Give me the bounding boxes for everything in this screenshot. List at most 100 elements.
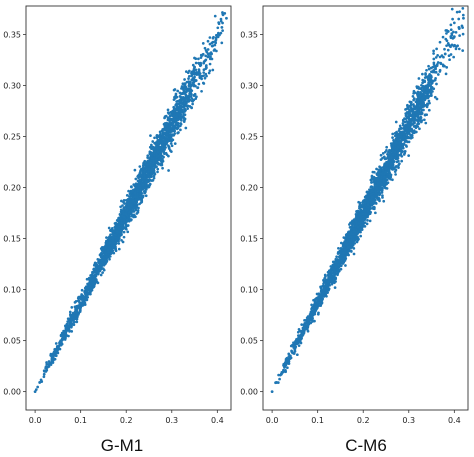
scatter-point	[113, 233, 117, 237]
scatter-point	[164, 146, 167, 149]
scatter-point	[152, 176, 156, 180]
scatter-point	[368, 212, 371, 216]
scatter-point	[145, 180, 149, 183]
scatter-point	[47, 360, 51, 363]
scatter-point	[156, 170, 159, 174]
y-tick-label: 0.00	[3, 388, 21, 397]
scatter-point	[364, 198, 368, 202]
scatter-point	[204, 54, 208, 58]
scatter-point	[425, 68, 428, 72]
scatter-point	[182, 120, 186, 123]
scatter-point	[201, 81, 205, 85]
scatter-point	[190, 106, 193, 109]
scatter-point	[178, 117, 181, 121]
scatter-point	[125, 218, 129, 222]
scatter-point	[42, 372, 46, 376]
scatter-point	[81, 298, 84, 301]
scatter-point	[67, 334, 70, 338]
scatter-point	[117, 234, 120, 238]
scatter-point	[143, 171, 146, 174]
scatter-point	[33, 390, 37, 394]
scatter-point	[101, 249, 105, 253]
scatter-point	[339, 267, 343, 271]
scatter-point	[101, 271, 104, 274]
scatter-point	[411, 94, 415, 98]
scatter-point	[131, 199, 135, 203]
scatter-point	[138, 165, 142, 168]
scatter-point	[299, 341, 303, 345]
y-tick-label: 0.00	[240, 388, 258, 397]
scatter-point	[184, 97, 187, 101]
scatter-point	[100, 259, 104, 262]
scatter-point	[183, 117, 187, 121]
scatter-point	[144, 194, 148, 198]
scatter-point	[56, 347, 60, 351]
scatter-point	[70, 316, 74, 319]
scatter-point	[423, 79, 426, 83]
scatter-point	[70, 318, 73, 322]
scatter-point	[149, 134, 152, 137]
scatter-point	[180, 108, 184, 112]
scatter-point	[109, 246, 112, 250]
scatter-point	[162, 131, 166, 134]
scatter-point	[375, 173, 379, 177]
scatter-point	[150, 147, 153, 151]
scatter-point	[426, 102, 429, 106]
scatter-point	[211, 68, 215, 72]
scatter-point	[123, 202, 126, 205]
scatter-point	[167, 169, 170, 172]
scatter-point	[163, 115, 167, 118]
scatter-point	[97, 265, 101, 269]
scatter-point	[65, 328, 69, 331]
scatter-point	[182, 112, 185, 116]
y-tick-label: 0.20	[240, 184, 258, 193]
scatter-point	[391, 178, 394, 182]
y-tick-label: 0.15	[240, 235, 258, 244]
scatter-point	[104, 258, 107, 262]
scatter-point	[81, 302, 85, 306]
scatter-point	[370, 178, 374, 182]
scatter-point	[208, 42, 212, 46]
scatter-point	[206, 52, 210, 56]
scatter-point	[51, 357, 55, 360]
scatter-point	[404, 108, 407, 111]
scatter-point	[141, 163, 145, 167]
scatter-point	[388, 148, 391, 152]
scatter-point	[284, 369, 287, 372]
scatter-point	[122, 226, 126, 230]
scatter-point	[51, 359, 54, 363]
scatter-point	[121, 240, 125, 244]
scatter-point	[120, 229, 124, 232]
scatter-point	[399, 149, 403, 153]
scatter-point	[156, 150, 160, 154]
scatter-point	[166, 130, 170, 134]
scatter-point	[132, 183, 136, 186]
scatter-point	[221, 21, 224, 25]
scatter-point	[82, 295, 86, 299]
scatter-point	[203, 46, 207, 50]
scatter-point	[446, 30, 450, 33]
scatter-point	[117, 242, 121, 245]
scatter-point	[153, 166, 157, 169]
scatter-point	[173, 88, 177, 91]
scatter-point	[417, 85, 420, 89]
scatter-point	[206, 39, 210, 43]
scatter-point	[158, 138, 161, 142]
scatter-point	[358, 206, 361, 210]
scatter-point	[193, 92, 197, 96]
scatter-point	[438, 68, 442, 72]
scatter-point	[133, 191, 137, 195]
scatter-point	[436, 61, 440, 64]
scatter-point	[79, 301, 83, 305]
scatter-point	[135, 212, 139, 215]
scatter-point	[173, 132, 177, 135]
scatter-point	[458, 10, 461, 14]
scatter-point	[306, 324, 310, 328]
scatter-point	[444, 72, 448, 76]
scatter-point	[461, 49, 465, 52]
scatter-point	[121, 204, 124, 207]
scatter-point	[61, 337, 64, 340]
scatter-point	[141, 183, 145, 187]
y-tick-label: 0.10	[3, 286, 21, 295]
scatter-point	[208, 69, 212, 73]
